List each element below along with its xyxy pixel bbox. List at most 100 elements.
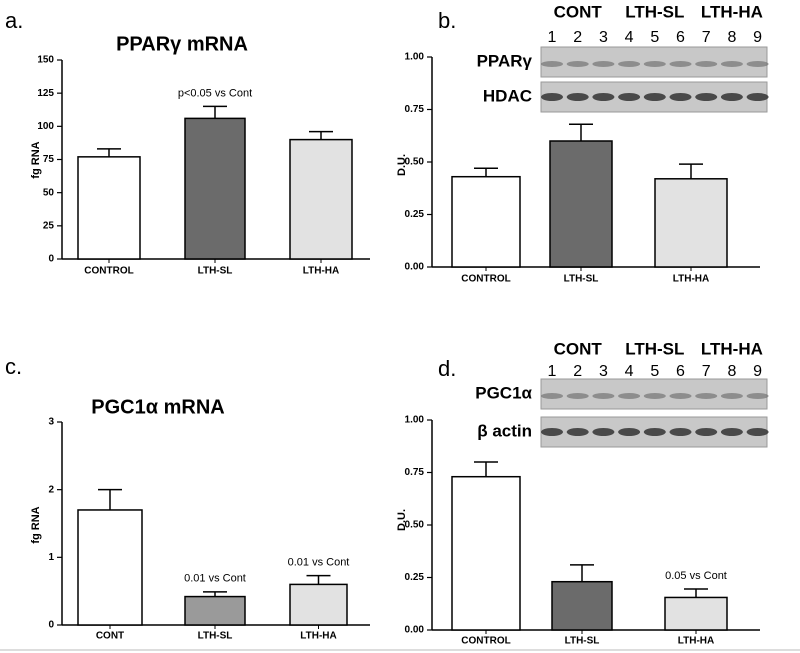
lane-number: 5 — [650, 363, 659, 380]
blot-group: LTH-SL — [625, 2, 684, 21]
y-tick-label: 50 — [43, 187, 55, 198]
blot-group: LTH-HA — [701, 2, 763, 21]
blot-band — [541, 93, 563, 101]
blot-band — [643, 61, 666, 67]
y-tick-label: 3 — [48, 417, 54, 428]
bar — [289, 138, 353, 260]
lane-number: 2 — [573, 363, 582, 380]
blot-band — [566, 61, 589, 67]
y-tick-label: 0.25 — [405, 209, 425, 220]
lane-number: 9 — [753, 363, 762, 380]
blot-band — [618, 61, 641, 67]
bar — [289, 583, 348, 626]
blot-band — [695, 93, 718, 101]
y-tick-label: 100 — [37, 121, 54, 132]
panel-letter: d. — [438, 356, 456, 381]
y-tick-label: 0.75 — [405, 104, 425, 115]
x-tick-label: CONTROL — [461, 274, 510, 285]
blot-band — [541, 428, 563, 436]
y-tick-label: 0.50 — [405, 520, 425, 531]
blot-row-label: PGC1α — [475, 383, 532, 402]
lane-number: 6 — [676, 29, 685, 46]
lane-number: 3 — [599, 363, 608, 380]
y-tick-label: 0.50 — [405, 157, 425, 168]
y-axis-label: D.U. — [396, 509, 408, 531]
y-tick-label: 0.25 — [405, 572, 425, 583]
y-tick-label: 1.00 — [405, 415, 425, 426]
blot-band — [695, 393, 718, 399]
annotation: p<0.05 vs Cont — [178, 87, 252, 99]
lane-number: 7 — [702, 363, 711, 380]
blot-group: CONT — [554, 339, 603, 358]
panel-letter: b. — [438, 8, 456, 33]
blot-group: LTH-SL — [625, 339, 684, 358]
chart-title: PGC1α mRNA — [91, 396, 224, 418]
x-tick-label: LTH-SL — [564, 274, 599, 285]
blot-band — [746, 428, 769, 436]
lane-number: 4 — [625, 29, 634, 46]
bar — [451, 175, 521, 268]
blot-row-label: HDAC — [483, 86, 532, 105]
blot-band — [720, 393, 743, 399]
y-tick-label: 0 — [48, 254, 54, 265]
panel-letter: a. — [5, 8, 23, 33]
blot-band — [669, 93, 692, 101]
bar — [184, 117, 246, 260]
chart-title: PPARγ mRNA — [116, 33, 248, 55]
y-axis-label: D.U. — [396, 154, 408, 176]
blot-group: LTH-HA — [701, 339, 763, 358]
annotation: 0.01 vs Cont — [288, 557, 350, 569]
lane-number: 8 — [727, 29, 736, 46]
blot-band — [746, 93, 769, 101]
blot-band — [566, 428, 589, 436]
blot-band — [746, 393, 769, 399]
blot-band — [643, 428, 666, 436]
lane-number: 1 — [548, 29, 557, 46]
blot-band — [592, 428, 615, 436]
blot-band — [541, 393, 563, 399]
bar — [451, 475, 521, 631]
blot-row-label: PPARγ — [477, 51, 533, 70]
bar — [77, 509, 143, 626]
bar — [551, 580, 613, 631]
x-tick-label: LTH-HA — [678, 636, 714, 647]
annotation: 0.01 vs Cont — [184, 573, 246, 585]
blot-band — [592, 393, 615, 399]
blot-band — [566, 393, 589, 399]
blot-band — [669, 428, 692, 436]
x-tick-label: CONTROL — [84, 266, 133, 277]
blot-band — [720, 428, 743, 436]
blot-band — [720, 61, 743, 67]
blot-band — [618, 393, 641, 399]
blot-band — [618, 93, 641, 101]
y-axis-label: fg RNA — [30, 506, 42, 543]
lane-number: 8 — [727, 363, 736, 380]
y-tick-label: 1 — [48, 552, 54, 563]
blot-band — [669, 393, 692, 399]
bar — [184, 595, 246, 626]
bar — [549, 140, 613, 268]
x-tick-label: CONTROL — [461, 636, 510, 647]
blot-band — [669, 61, 692, 67]
x-tick-label: CONT — [96, 631, 124, 642]
y-tick-label: 150 — [37, 55, 54, 66]
blot-band — [720, 93, 743, 101]
blot-band — [592, 61, 615, 67]
y-tick-label: 75 — [43, 154, 55, 165]
y-tick-label: 2 — [48, 484, 54, 495]
blot-band — [618, 428, 641, 436]
x-tick-label: LTH-HA — [303, 266, 339, 277]
lane-number: 5 — [650, 29, 659, 46]
y-tick-label: 25 — [43, 220, 55, 231]
y-tick-label: 0.75 — [405, 467, 425, 478]
x-tick-label: LTH-SL — [565, 636, 600, 647]
blot-band — [592, 93, 615, 101]
lane-number: 9 — [753, 29, 762, 46]
blot-row-label: β actin — [477, 421, 532, 440]
lane-number: 6 — [676, 363, 685, 380]
lane-number: 4 — [625, 363, 634, 380]
panel-letter: c. — [5, 354, 22, 379]
blot-band — [643, 393, 666, 399]
annotation: 0.05 vs Cont — [665, 570, 727, 582]
